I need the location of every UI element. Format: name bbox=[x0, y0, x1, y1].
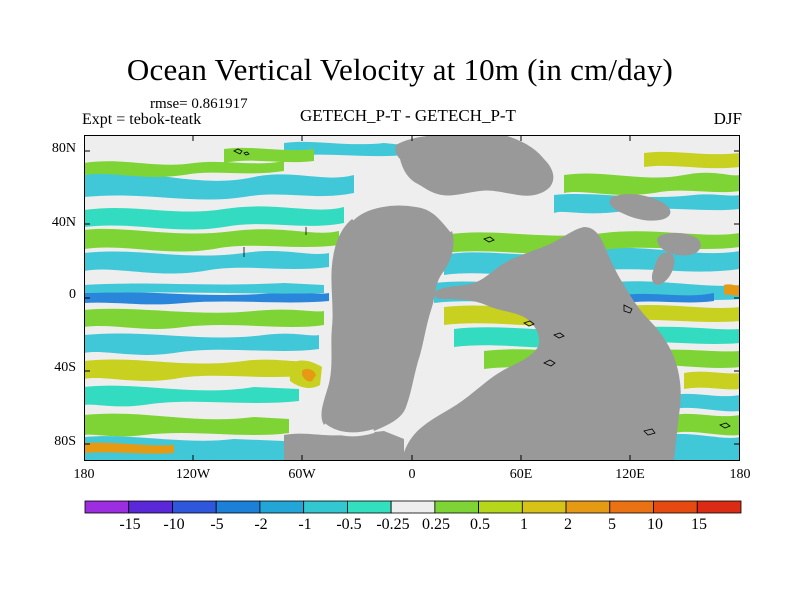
land-island-arc bbox=[651, 252, 675, 285]
colorbar-label: -1 bbox=[298, 516, 312, 533]
colorbar-swatch bbox=[434, 500, 479, 514]
colorbar-swatch bbox=[478, 500, 523, 514]
coastal-fringe bbox=[322, 201, 454, 437]
lat-label-40s: 40S bbox=[54, 360, 76, 375]
colorbar-label: -0.5 bbox=[336, 516, 362, 533]
land-americas-africa bbox=[321, 203, 454, 435]
lon-label-180e: 180 bbox=[729, 467, 751, 482]
colorbar-swatch bbox=[696, 500, 742, 514]
colorbar-label: 10 bbox=[647, 516, 663, 533]
map-title: Ocean Vertical Velocity at 10m (in cm/da… bbox=[126, 52, 674, 87]
lon-label-180w: 180 bbox=[73, 467, 95, 482]
lat-label-40n: 40N bbox=[51, 215, 76, 230]
lon-label-120e: 120E bbox=[615, 467, 645, 482]
lon-label-0: 0 bbox=[408, 467, 416, 482]
colorbar bbox=[84, 500, 742, 514]
lat-label-0: 0 bbox=[69, 287, 76, 302]
colorbar-label: 5 bbox=[608, 516, 616, 533]
lon-label-120w: 120W bbox=[175, 467, 211, 482]
colorbar-label: -10 bbox=[163, 516, 185, 533]
colorbar-label: 0.25 bbox=[422, 516, 450, 533]
lat-label-80n: 80N bbox=[51, 141, 76, 156]
land-southern-strip bbox=[284, 431, 404, 461]
colorbar-label: -15 bbox=[119, 516, 141, 533]
experiment-label: Expt = tebok-teatk bbox=[82, 111, 202, 128]
colorbar-swatch bbox=[128, 500, 173, 514]
colorbar-label: -2 bbox=[254, 516, 268, 533]
colorbar-label: 0.5 bbox=[470, 516, 490, 533]
colorbar-swatch bbox=[521, 500, 567, 514]
colorbar-swatch bbox=[346, 500, 392, 514]
land-island-north bbox=[609, 194, 671, 221]
land-eastern-africa-antarctic bbox=[402, 227, 681, 461]
lon-label-60e: 60E bbox=[509, 467, 533, 482]
map-plot bbox=[84, 135, 740, 461]
colorbar-swatch bbox=[565, 500, 611, 514]
land-northern-block bbox=[395, 135, 554, 196]
colorbar-label: -5 bbox=[210, 516, 224, 533]
colorbar-swatch bbox=[390, 500, 436, 514]
land-masses bbox=[284, 135, 701, 461]
colorbar-swatch bbox=[653, 500, 698, 514]
colorbar-swatch bbox=[84, 500, 130, 514]
season-label: DJF bbox=[713, 109, 742, 128]
colorbar-swatch bbox=[609, 500, 654, 514]
coastlines bbox=[233, 148, 731, 436]
colorbar-label: 1 bbox=[520, 516, 528, 533]
colorbar-swatch bbox=[303, 500, 348, 514]
colorbar-swatch bbox=[172, 500, 217, 514]
lon-label-60w: 60W bbox=[288, 467, 316, 482]
rmse-label: rmse= 0.861917 bbox=[150, 96, 248, 112]
comparison-label: GETECH_P-T - GETECH_P-T bbox=[300, 106, 516, 125]
colorbar-label: 15 bbox=[691, 516, 707, 533]
colorbar-swatch bbox=[259, 500, 305, 514]
tick-marks bbox=[84, 135, 740, 461]
land-island-east bbox=[657, 232, 701, 256]
lat-label-80s: 80S bbox=[54, 434, 76, 449]
colorbar-label: -0.25 bbox=[376, 516, 410, 533]
colorbar-swatch bbox=[215, 500, 261, 514]
colorbar-label: 2 bbox=[564, 516, 572, 533]
